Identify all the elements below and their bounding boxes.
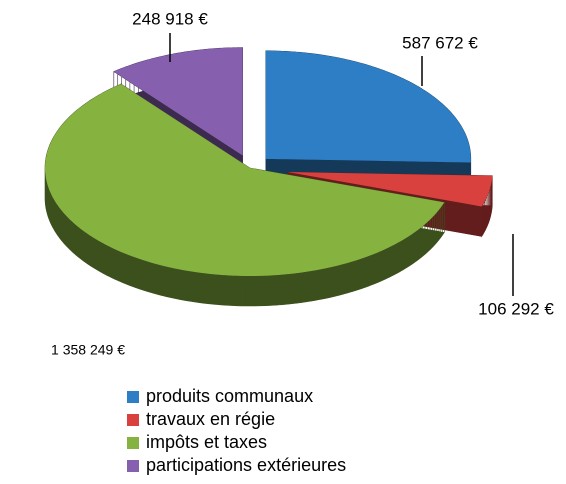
legend-swatch xyxy=(127,414,139,426)
legend-swatch xyxy=(127,437,139,449)
slice xyxy=(265,50,471,163)
data-label: 248 918 € xyxy=(132,9,208,28)
legend-label: participations extérieures xyxy=(146,455,346,475)
legend-swatch xyxy=(127,460,139,472)
legend-swatch xyxy=(127,391,139,403)
legend-label: impôts et taxes xyxy=(146,432,267,452)
slice xyxy=(44,83,445,277)
data-label: 106 292 € xyxy=(478,299,554,318)
data-label: 587 672 € xyxy=(402,33,478,52)
slice xyxy=(287,172,493,207)
legend-label: produits communaux xyxy=(146,386,313,406)
legend-label: travaux en régie xyxy=(146,409,275,429)
slice xyxy=(113,47,243,156)
data-label: 1 358 249 € xyxy=(51,342,125,358)
